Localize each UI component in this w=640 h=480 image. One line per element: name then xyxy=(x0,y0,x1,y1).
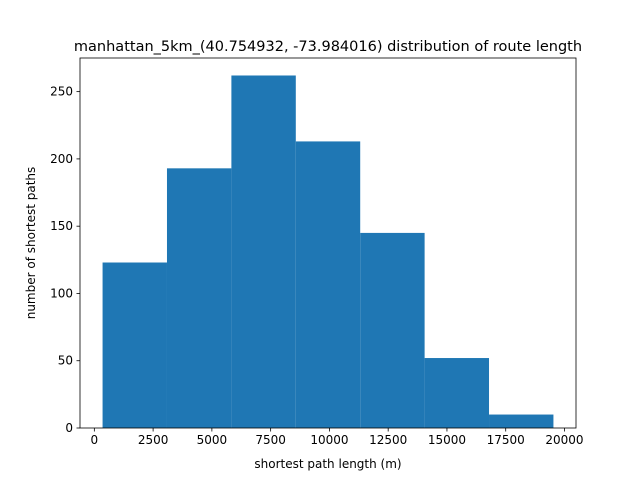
x-axis-ticks: 0 2500 5000 7500 10000 12500 15000 17500 20000 xyxy=(91,428,584,447)
x-tick-label: 5000 xyxy=(197,433,228,447)
x-tick-label: 7500 xyxy=(255,433,286,447)
histogram-bar xyxy=(102,262,167,428)
histogram-bar xyxy=(166,168,232,428)
y-axis-label: number of shortest paths xyxy=(24,167,38,320)
bars-group xyxy=(102,75,554,428)
x-tick-label: 17500 xyxy=(487,433,525,447)
x-tick-label: 20000 xyxy=(545,433,583,447)
histogram-bar xyxy=(424,358,490,428)
x-tick-label: 2500 xyxy=(138,433,169,447)
y-tick-label: 150 xyxy=(50,219,73,233)
x-tick-label: 10000 xyxy=(310,433,348,447)
y-tick-label: 50 xyxy=(58,354,73,368)
y-tick-label: 0 xyxy=(65,421,73,435)
x-axis-label: shortest path length (m) xyxy=(254,457,401,471)
chart-title: manhattan_5km_(40.754932, -73.984016) di… xyxy=(74,39,582,55)
x-tick-label: 0 xyxy=(91,433,99,447)
x-tick-label: 15000 xyxy=(428,433,466,447)
x-tick-label: 12500 xyxy=(369,433,407,447)
y-tick-label: 250 xyxy=(50,85,73,99)
histogram-bar xyxy=(360,232,425,428)
y-tick-label: 100 xyxy=(50,286,73,300)
histogram-bar xyxy=(231,75,296,428)
y-tick-label: 200 xyxy=(50,152,73,166)
histogram-bar xyxy=(295,141,361,428)
y-axis-ticks: 0 50 100 150 200 250 xyxy=(50,85,80,435)
histogram-bar xyxy=(489,414,554,428)
plot-frame xyxy=(79,57,577,429)
